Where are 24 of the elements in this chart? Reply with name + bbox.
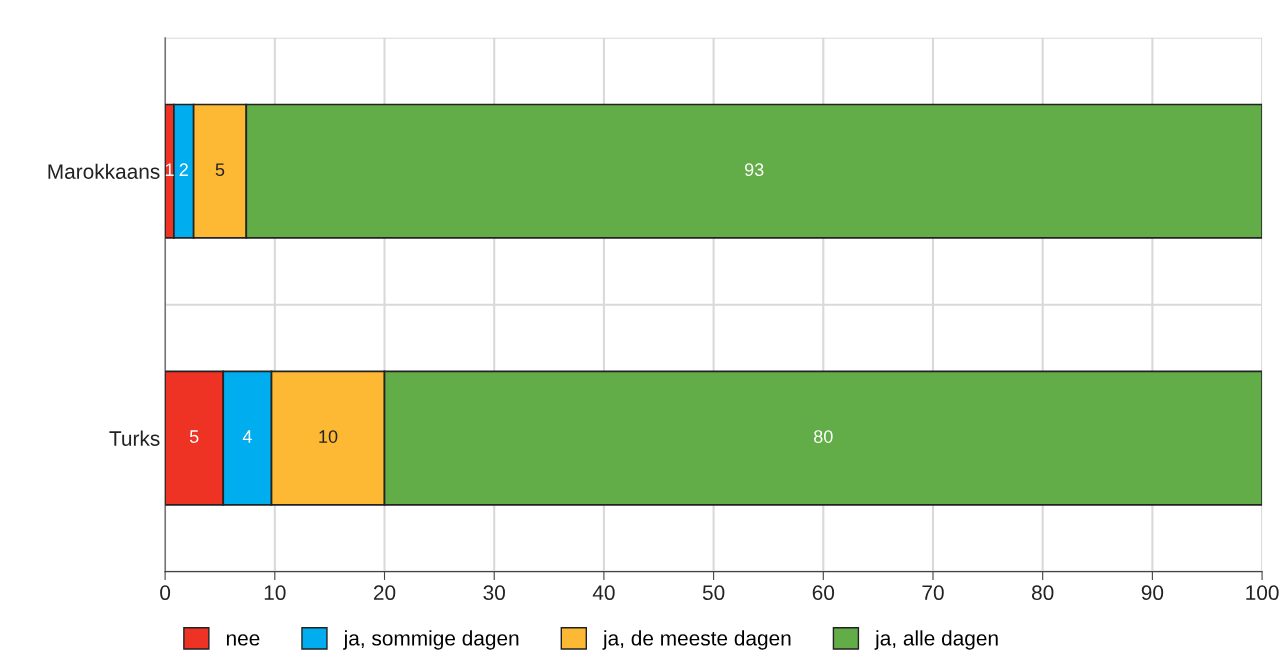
data-label: 2 [179,163,188,176]
data-label: 4 [242,430,252,443]
legend-label: ja, alle dagen [874,630,998,650]
legend-label: ja, sommige dagen [343,630,519,650]
x-tick-label: 10 [264,585,286,601]
data-label: 5 [189,430,199,443]
x-tick-label: 40 [592,585,615,601]
data-label: 93 [744,163,764,177]
x-tick-label: 60 [812,585,835,601]
x-tick-label: 70 [922,585,944,601]
legend-label: nee [226,634,260,646]
x-tick-label: 0 [160,585,171,601]
legend-label: ja, de meeste dagen [602,630,791,650]
x-tick-label: 50 [702,585,725,601]
x-tick-label: 80 [1032,585,1054,601]
x-tick-label: 30 [483,585,505,601]
data-label: 5 [215,163,225,177]
x-tick-label: 90 [1141,585,1164,601]
x-tick-label: 20 [373,585,396,601]
data-label: 10 [319,430,338,443]
x-tick-label: 100 [1246,585,1279,601]
y-tick-label: Marokkaans [48,163,160,179]
y-tick-label: Turks [109,430,160,446]
data-label: 80 [814,430,833,443]
